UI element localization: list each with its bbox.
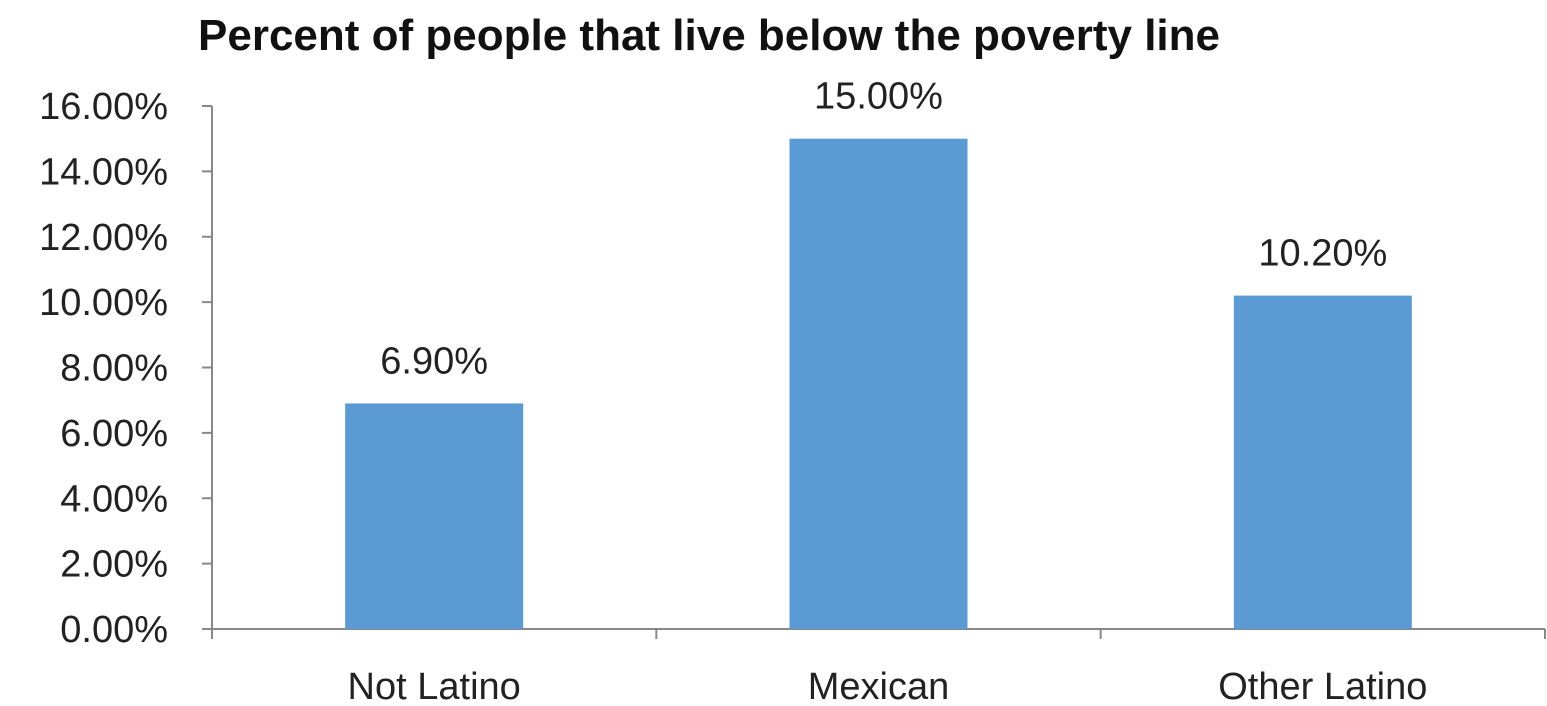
bars <box>345 138 1412 629</box>
data-label: 15.00% <box>814 76 943 118</box>
data-label: 10.20% <box>1258 233 1387 275</box>
chart-title: Percent of people that live below the po… <box>198 11 1220 60</box>
x-category-label: Other Latino <box>1218 666 1427 706</box>
y-tick-label: 12.00% <box>39 217 168 259</box>
bar <box>345 403 524 629</box>
x-category-label: Not Latino <box>348 666 521 706</box>
y-tick-label: 6.00% <box>60 413 168 455</box>
y-tick-label: 10.00% <box>39 282 168 324</box>
data-label: 6.90% <box>380 340 488 382</box>
data-labels: 6.90% 15.00% 10.20% <box>380 76 1387 383</box>
bar <box>789 138 968 629</box>
x-category-label: Mexican <box>808 666 950 706</box>
y-tick-label: 16.00% <box>39 86 168 128</box>
y-tick-label: 2.00% <box>60 544 168 586</box>
bar <box>1233 295 1412 629</box>
y-tick-label: 8.00% <box>60 348 168 390</box>
x-axis: Not Latino Mexican Other Latino <box>211 628 1546 706</box>
y-tick-label: 14.00% <box>39 151 168 193</box>
y-axis: 0.00% 2.00% 4.00% 6.00% 8.00% 10.00% 12.00% 14.… <box>39 86 213 651</box>
y-tick-label: 4.00% <box>60 478 168 520</box>
y-tick-label: 0.00% <box>60 609 168 651</box>
